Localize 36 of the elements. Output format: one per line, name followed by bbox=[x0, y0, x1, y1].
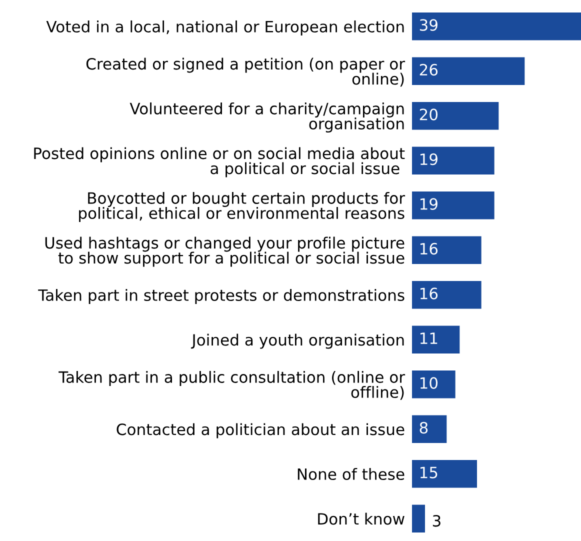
bar bbox=[412, 504, 425, 532]
bar bbox=[412, 281, 482, 309]
y-tick-label: Boycotted or bought certain products for political, ethical or environmental reasons bbox=[79, 192, 406, 222]
y-tick-label: Contacted a politician about an issue bbox=[116, 423, 404, 438]
y-tick-label: Used hashtags or changed your profile picture to show support for a political or social issue bbox=[45, 236, 404, 267]
y-tick-label: Taken part in a public consultation (online or offline) bbox=[58, 370, 406, 400]
bar bbox=[412, 146, 494, 174]
y-tick-label: Posted opinions online or on social media about a political or social issue bbox=[34, 147, 405, 178]
data-label: 15 bbox=[420, 466, 438, 478]
data-label: 26 bbox=[420, 64, 438, 76]
bar bbox=[412, 102, 499, 130]
bar bbox=[412, 370, 456, 398]
data-label: 11 bbox=[420, 332, 438, 344]
data-label: 20 bbox=[420, 108, 438, 120]
y-tick-label: Voted in a local, national or European election bbox=[46, 20, 404, 36]
y-tick-label: None of these bbox=[298, 468, 404, 480]
bar bbox=[412, 12, 581, 40]
data-label: 3 bbox=[432, 514, 440, 527]
y-tick-label: Volunteered for a charity/campaign organisation bbox=[130, 102, 404, 133]
data-label: 19 bbox=[420, 198, 438, 210]
y-tick-label: Joined a youth organisation bbox=[190, 334, 404, 349]
y-tick-label: Don’t know bbox=[318, 512, 404, 525]
y-tick-label: Taken part in street protests or demonstrations bbox=[38, 288, 404, 304]
bar bbox=[412, 415, 447, 443]
data-label: 39 bbox=[420, 19, 438, 31]
data-label: 16 bbox=[420, 288, 438, 300]
bar bbox=[412, 326, 460, 354]
bar bbox=[412, 236, 482, 264]
bar bbox=[412, 57, 525, 85]
bar bbox=[412, 192, 494, 220]
data-label: 10 bbox=[420, 377, 438, 389]
data-label: 19 bbox=[420, 153, 438, 166]
y-tick-label: Created or signed a petition (on paper or online) bbox=[86, 58, 406, 87]
data-label: 8 bbox=[420, 422, 428, 434]
data-label: 16 bbox=[420, 242, 438, 255]
bar bbox=[412, 460, 477, 488]
